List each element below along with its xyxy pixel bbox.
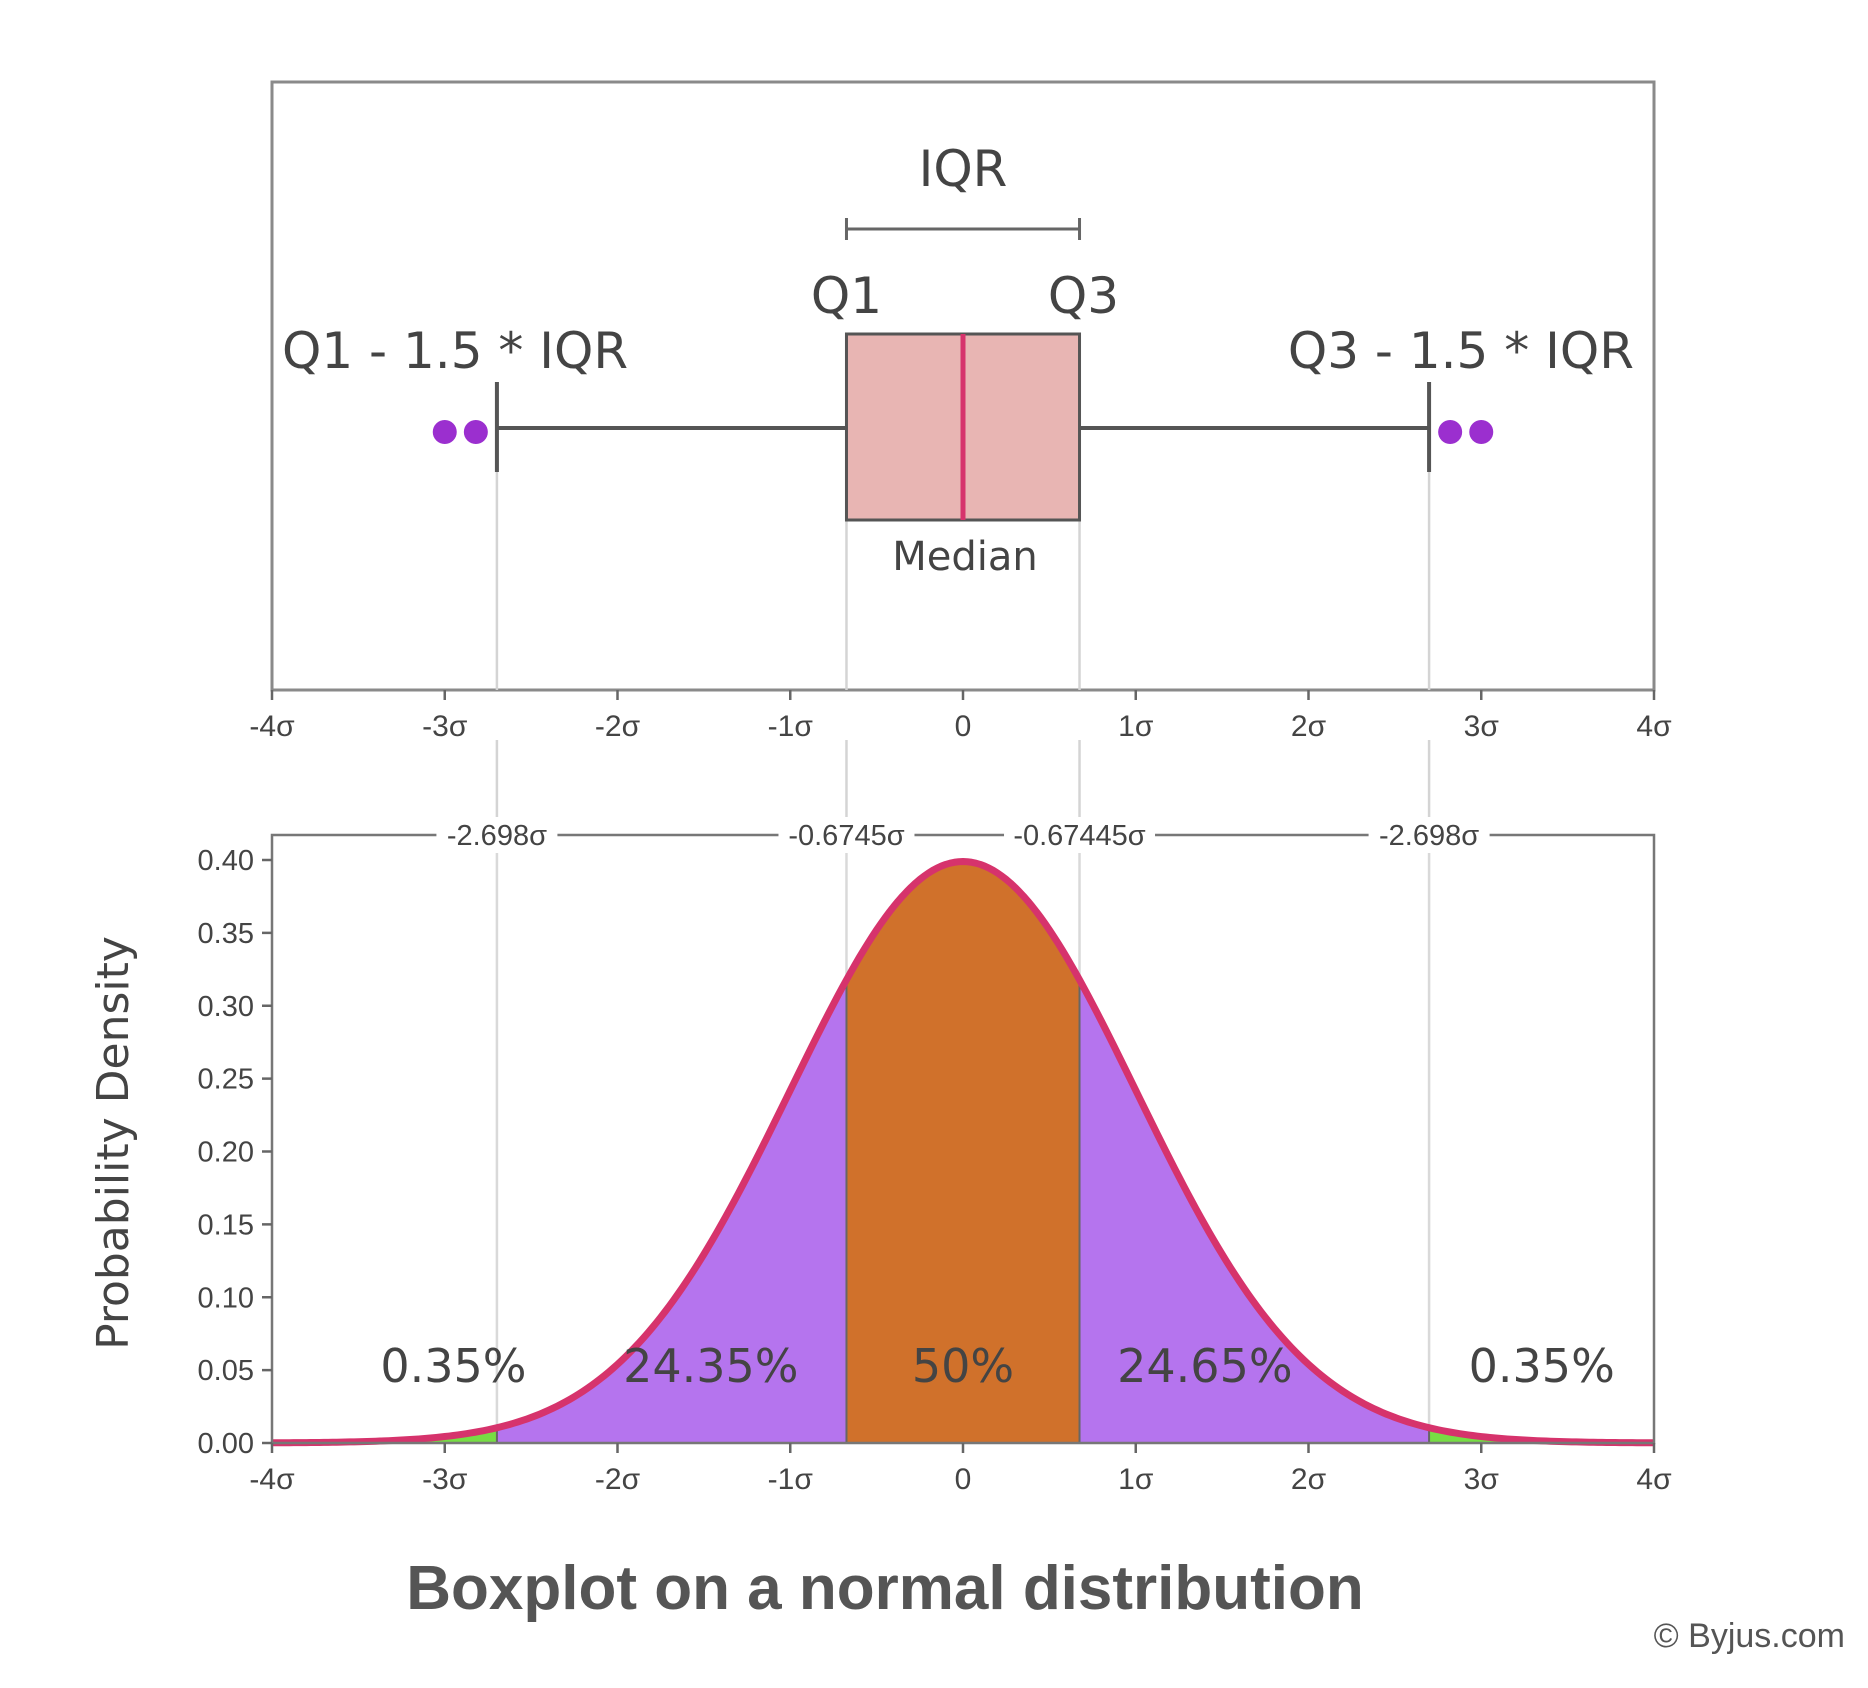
- quartile-connector-lines: [495, 740, 1431, 835]
- y-tick-label: 0.40: [198, 845, 254, 877]
- density-region-fill: [496, 979, 847, 1443]
- region-percent-label: 0.35%: [380, 1339, 526, 1393]
- density-x-tick-label: -1σ: [768, 1463, 814, 1496]
- region-percent-label: 24.35%: [623, 1339, 798, 1393]
- boundary-label: -0.67445σ: [1013, 820, 1145, 852]
- boxplot-x-tick-label: 2σ: [1291, 710, 1327, 743]
- boxplot-body: [432, 218, 1494, 522]
- boxplot-panel: -4σ -3σ -2σ -1σ 0 1σ 2σ 3σ 4σ IQR Q1 Q3 Q1 - 1.5…: [249, 80, 1672, 743]
- region-percent-labels: 0.35% 24.35% 50% 24.65% 0.35%: [380, 1339, 1614, 1393]
- boxplot-x-tick-label: 3σ: [1464, 710, 1500, 743]
- boundary-label: -2.698σ: [1379, 820, 1479, 852]
- boundary-label: -2.698σ: [447, 820, 547, 852]
- boxplot-x-tick-label: -3σ: [422, 710, 468, 743]
- y-tick-label: 0.15: [198, 1209, 254, 1241]
- density-curve: [271, 858, 1655, 1447]
- boundary-label: -0.6745σ: [788, 820, 904, 852]
- density-x-tick-label: 1σ: [1118, 1463, 1154, 1496]
- density-x-axis: -4σ -3σ -2σ -1σ 0 1σ 2σ 3σ 4σ: [249, 1443, 1672, 1496]
- density-region-fill: [1079, 979, 1430, 1443]
- density-y-axis: 0.00 0.05 0.10 0.15 0.20 0.25 0.30 0.35 0.40: [198, 845, 272, 1460]
- density-x-tick-label: 0: [955, 1463, 972, 1496]
- boxplot-x-tick-label: 0: [955, 710, 972, 743]
- y-tick-label: 0.20: [198, 1137, 254, 1169]
- outlier-point: [463, 420, 488, 444]
- boxplot-x-axis: -4σ -3σ -2σ -1σ 0 1σ 2σ 3σ 4σ: [249, 690, 1672, 743]
- boundary-label-bg: [1368, 817, 1490, 853]
- density-x-tick-label: -4σ: [249, 1463, 295, 1496]
- outlier-point: [1469, 420, 1494, 444]
- boundary-labels: -2.698σ -0.6745σ -0.67445σ -2.698σ: [436, 817, 1490, 853]
- credit-text: © Byjus.com: [1654, 1617, 1845, 1655]
- boundary-label-bg: [436, 817, 558, 853]
- y-tick-label: 0.00: [198, 1428, 254, 1460]
- y-tick-label: 0.05: [198, 1355, 254, 1387]
- boxplot-x-tick-label: -4σ: [249, 710, 295, 743]
- region-percent-label: 50%: [912, 1339, 1014, 1393]
- boundary-label-bg: [1004, 817, 1156, 853]
- density-x-tick-label: -2σ: [595, 1463, 641, 1496]
- boxplot-x-tick-label: -1σ: [768, 710, 814, 743]
- y-tick-label: 0.10: [198, 1282, 254, 1314]
- density-x-tick-label: 2σ: [1291, 1463, 1327, 1496]
- figure-title: Boxplot on a normal distribution: [406, 1554, 1364, 1623]
- q1-label: Q1: [811, 267, 882, 325]
- density-region-fill: [846, 861, 1080, 1443]
- iqr-label: IQR: [919, 140, 1008, 198]
- boxplot-x-tick-label: 1σ: [1118, 710, 1154, 743]
- lower-fence-label: Q1 - 1.5 * IQR: [282, 322, 628, 380]
- density-guide-lines: [495, 835, 1431, 1443]
- region-percent-label: 0.35%: [1469, 1339, 1615, 1393]
- y-axis-title: Probability Density: [88, 936, 139, 1350]
- region-percent-label: 24.65%: [1117, 1339, 1292, 1393]
- density-panel: -2.698σ -0.6745σ -0.67445σ -2.698σ 0.35% 24.…: [88, 817, 1672, 1496]
- outlier-point: [432, 420, 457, 444]
- density-x-tick-label: -3σ: [422, 1463, 468, 1496]
- upper-fence-label: Q3 - 1.5 * IQR: [1288, 322, 1634, 380]
- y-tick-label: 0.30: [198, 991, 254, 1023]
- density-x-tick-label: 3σ: [1464, 1463, 1500, 1496]
- median-label: Median: [892, 534, 1038, 580]
- q3-label: Q3: [1048, 267, 1119, 325]
- outlier-point: [1438, 420, 1463, 444]
- density-x-tick-label: 4σ: [1636, 1463, 1672, 1496]
- y-tick-label: 0.25: [198, 1064, 254, 1096]
- boxplot-x-tick-label: 4σ: [1636, 710, 1672, 743]
- y-tick-label: 0.35: [198, 918, 254, 950]
- boxplot-x-tick-label: -2σ: [595, 710, 641, 743]
- boundary-label-bg: [778, 817, 915, 853]
